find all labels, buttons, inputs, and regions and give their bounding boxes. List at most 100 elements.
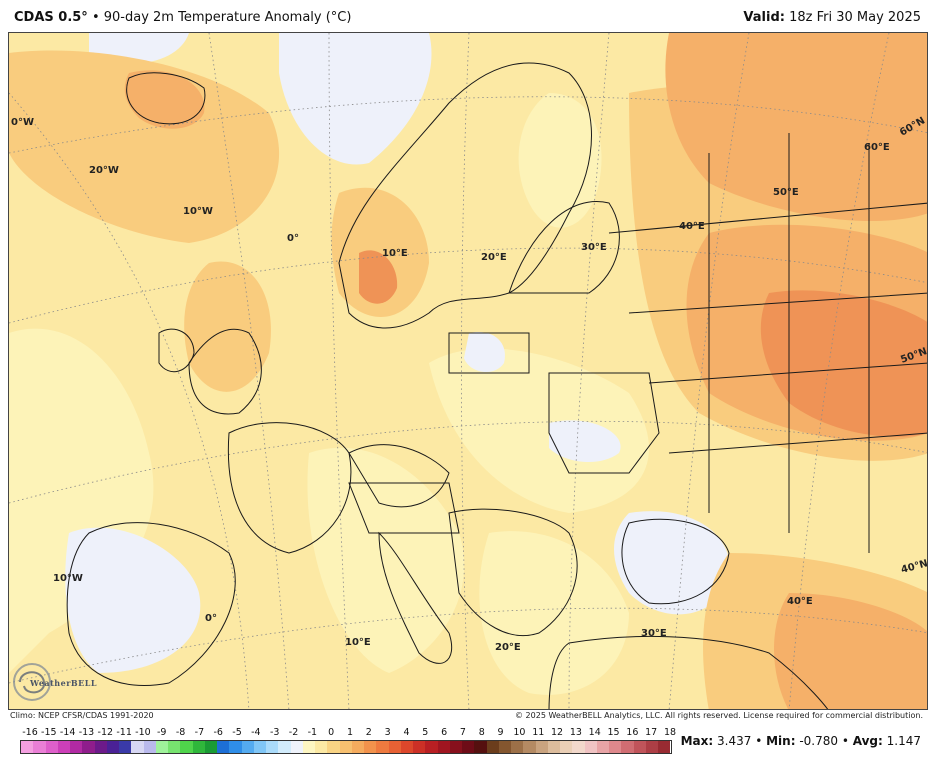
colorbar-swatch — [425, 741, 438, 753]
colorbar-swatch — [106, 741, 119, 753]
colorbar-tick-label: 7 — [459, 727, 466, 738]
colorbar-swatch — [413, 741, 426, 753]
colorbar-swatch — [621, 741, 634, 753]
colorbar-swatch — [217, 741, 230, 753]
stats-dot-1: • — [751, 734, 767, 748]
colorbar-swatch — [351, 741, 364, 753]
lon-label-20e-bottom: 20°E — [495, 642, 521, 653]
scandinavia-yellow — [518, 93, 602, 228]
model-name: CDAS 0.5° — [14, 10, 88, 25]
colorbar-swatch — [596, 741, 609, 753]
colorbar-swatch — [633, 741, 646, 753]
germany-outline — [348, 444, 450, 508]
colorbar-swatch — [70, 741, 83, 753]
colorbar-swatch — [278, 741, 291, 753]
southern-norway-deep-orange — [359, 250, 398, 304]
stats-summary: Max: 3.437 • Min: -0.780 • Avg: 1.147 — [681, 734, 921, 748]
middle-east-orange — [774, 593, 927, 709]
stats-dot-2: • — [838, 734, 853, 748]
colorbar-tick-label: 0 — [328, 727, 335, 738]
russia-regions — [608, 133, 927, 553]
france-outline — [227, 422, 352, 554]
borders — [66, 62, 927, 709]
climo-note: Climo: NCEP CFSR/CDAS 1991-2020 — [10, 711, 154, 720]
colorbar-tick-label: -6 — [213, 727, 223, 738]
colorbar-tick-label: -10 — [135, 727, 151, 738]
colorbar-swatch — [119, 741, 132, 753]
colorbar-swatch — [511, 741, 524, 753]
colorbar-swatch — [462, 741, 475, 753]
anomaly-map[interactable]: 0°W 20°W 10°W 0° 10°E 20°E 30°E 40°E 50°… — [8, 32, 928, 710]
valid-label: Valid: — [743, 10, 785, 25]
lon-label-30e-bottom: 30°E — [641, 628, 667, 639]
colorbar-swatch — [572, 741, 585, 753]
colorbar-tick-label: -13 — [78, 727, 95, 738]
colorbar-swatch — [498, 741, 511, 753]
colorbar-swatch — [180, 741, 193, 753]
ireland-outline — [158, 328, 195, 373]
colorbar-tick-label: 8 — [478, 727, 485, 738]
logo-swirl-icon — [13, 663, 51, 701]
colorbar-swatch — [364, 741, 377, 753]
finland-outline — [508, 201, 620, 294]
colorbar-swatch — [523, 741, 536, 753]
lon-label-50e: 50°E — [773, 187, 799, 198]
colorbar-tick-label: -7 — [194, 727, 205, 738]
colorbar-labels: -16 -15 -14 -13 -12 -11 -10 -9 -8 -7 -6 -5 -4 -3 -2 -1 0… — [20, 727, 676, 739]
avg-value: 1.147 — [886, 734, 921, 748]
central-europe-outline — [348, 482, 460, 534]
britain-orange — [184, 261, 271, 392]
valid-time-value: 18z Fri 30 May 2025 — [784, 10, 921, 25]
colorbar-tick-label: 2 — [365, 727, 372, 738]
colorbar-swatch — [302, 741, 315, 753]
colorbar-tick-label: -11 — [116, 727, 132, 738]
colorbar-tick-label: 17 — [645, 727, 658, 738]
map-title: CDAS 0.5° • 90-day 2m Temperature Anomal… — [14, 10, 351, 25]
iceland-outline — [126, 72, 206, 125]
copyright-note: © 2025 WeatherBELL Analytics, LLC. All r… — [515, 711, 923, 720]
logo-wordmark: WeatherBELL — [30, 678, 98, 688]
colorbar-tick-label: -8 — [175, 727, 186, 738]
colorbar-tick-label: 16 — [626, 727, 639, 738]
black-sea-blue — [614, 511, 731, 615]
colorbar-swatch — [241, 741, 254, 753]
colorbar-tick-label: 12 — [551, 727, 564, 738]
colorbar-swatch — [168, 741, 181, 753]
colorbar-tick-label: 4 — [403, 727, 410, 738]
colorbar-tick-label: -1 — [307, 727, 318, 738]
lon-label-10w: 10°W — [183, 206, 213, 217]
lon-label-40e: 40°E — [679, 221, 705, 232]
colorbar-swatches — [20, 740, 672, 754]
iberia-blue — [65, 527, 201, 673]
map-canvas: 0°W 20°W 10°W 0° 10°E 20°E 30°E 40°E 50°… — [9, 33, 927, 709]
ukraine-outline — [548, 372, 660, 474]
colorbar-swatch — [376, 741, 389, 753]
volga-deep-orange — [760, 290, 927, 437]
lon-label-30e: 30°E — [581, 242, 607, 253]
colorbar-tick-label: 13 — [569, 727, 582, 738]
iberia-outline — [66, 522, 236, 687]
colorbar-legend: -16 -15 -14 -13 -12 -11 -10 -9 -8 -7 -6 -5 -4 -3 -2 -1 0… — [20, 727, 676, 755]
lon-label-10w-bottom: 10°W — [53, 573, 83, 584]
colorbar-swatch — [400, 741, 413, 753]
balkans-yellow — [479, 531, 629, 695]
lon-label-0w-top: 0°W — [11, 117, 34, 128]
min-value: -0.780 — [799, 734, 839, 748]
avg-label: Avg: — [852, 734, 883, 748]
min-label: Min: — [766, 734, 796, 748]
baltics-outline — [448, 332, 530, 374]
header-bar: CDAS 0.5° • 90-day 2m Temperature Anomal… — [0, 0, 935, 32]
valid-time: Valid: 18z Fri 30 May 2025 — [743, 10, 921, 25]
lon-label-0-bottom: 0° — [205, 613, 217, 624]
colorbar-tick-label: 5 — [422, 727, 429, 738]
britain-outline — [188, 328, 262, 415]
lon-label-10e-bottom: 10°E — [345, 637, 371, 648]
colorbar-swatch — [33, 741, 46, 753]
lon-label-60e: 60°E — [864, 142, 890, 153]
colorbar-swatch — [327, 741, 340, 753]
colorbar-swatch — [486, 741, 499, 753]
lon-label-20e: 20°E — [481, 252, 507, 263]
product-name: 90-day 2m Temperature Anomaly (°C) — [103, 10, 352, 25]
colorbar-swatch — [94, 741, 107, 753]
scandinavia-outline — [338, 62, 592, 329]
